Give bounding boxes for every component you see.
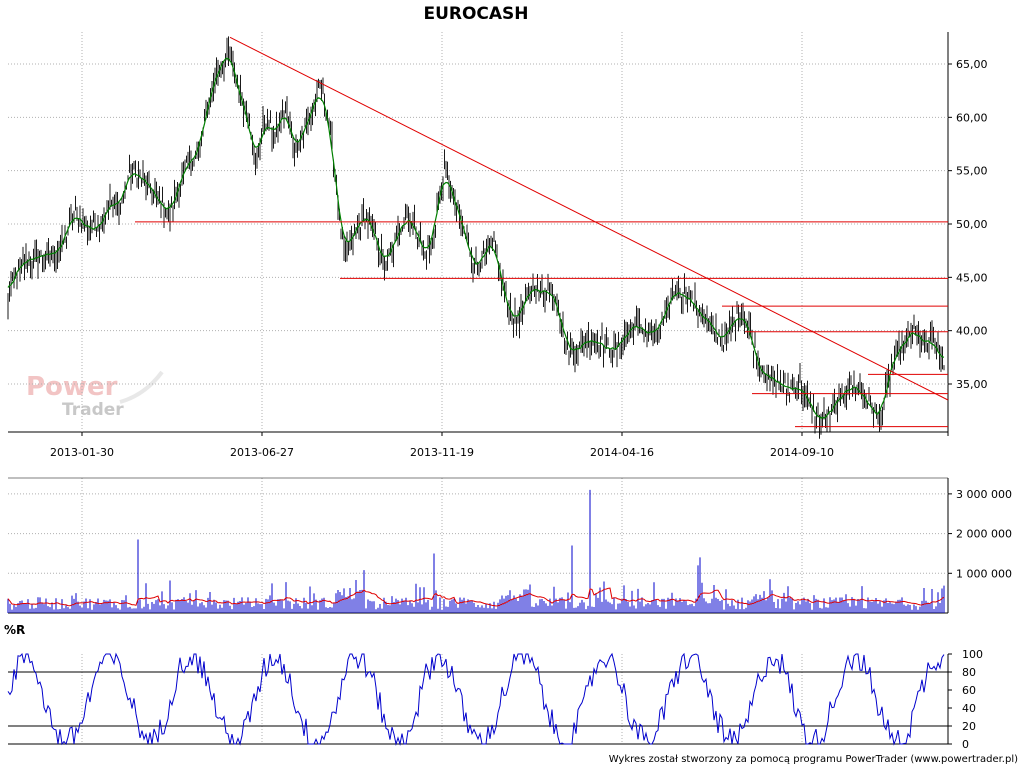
- footer-credit: Wykres został stworzony za pomocą progra…: [609, 754, 1018, 765]
- williams-r-grid: [8, 654, 949, 745]
- williams-r-y-tick-label: 40: [962, 702, 976, 715]
- volume-y-tick-label: 2 000 000: [956, 528, 1012, 541]
- williams-r-y-tick-label: 20: [962, 720, 976, 733]
- watermark-trader: Trader: [62, 400, 124, 420]
- volume-moving-average: [7, 587, 945, 607]
- price-y-tick-label: 65,00: [956, 58, 988, 71]
- williams-r-y-tick-label: 100: [962, 648, 983, 661]
- price-x-tick-label: 2013-06-27: [230, 446, 294, 459]
- volume-y-tick-label: 1 000 000: [956, 567, 1012, 580]
- price-y-tick-label: 60,00: [956, 111, 988, 124]
- price-x-tick-label: 2014-09-10: [770, 446, 834, 459]
- price-y-tick-label: 40,00: [956, 325, 988, 338]
- volume-bars: [7, 489, 945, 613]
- williams-r-label: %R: [4, 623, 25, 637]
- volume-y-tick-label: 3 000 000: [956, 488, 1012, 501]
- chart-title: EUROCASH: [423, 4, 528, 24]
- powertrader-watermark: Power Trader: [26, 370, 164, 420]
- price-y-axis: 35,00 40,00 45,00 50,00 55,00 60,00 65,00: [948, 58, 988, 391]
- price-y-tick-label: 50,00: [956, 218, 988, 231]
- watermark-swoosh: [119, 370, 164, 404]
- williams-r-panel: %R 0 20 40 60 80 100: [4, 623, 983, 751]
- price-x-tick-label: 2013-01-30: [50, 446, 114, 459]
- williams-r-y-axis: 0 20 40 60 80 100: [948, 648, 983, 751]
- williams-r-y-tick-label: 80: [962, 666, 976, 679]
- williams-r-line: [7, 652, 945, 746]
- price-trend-lines: [135, 36, 949, 428]
- price-x-axis: 2013-01-30 2013-06-27 2013-11-19 2014-04-16…: [50, 432, 834, 459]
- price-y-tick-label: 45,00: [956, 271, 988, 284]
- volume-y-axis: 1 000 000 2 000 000 3 000 000: [948, 488, 1012, 580]
- price-y-tick-label: 55,00: [956, 165, 988, 178]
- price-x-tick-label: 2013-11-19: [410, 446, 474, 459]
- williams-r-y-tick-label: 0: [962, 738, 969, 751]
- watermark-power: Power: [26, 372, 118, 402]
- price-x-tick-label: 2014-04-16: [590, 446, 654, 459]
- williams-r-reference-lines: [8, 671, 948, 727]
- williams-r-y-tick-label: 60: [962, 684, 976, 697]
- trend-line: [229, 36, 949, 401]
- price-smoothed-line: [7, 57, 945, 420]
- price-panel: 35,00 40,00 45,00 50,00 55,00 60,00 65,00 2013…: [7, 32, 988, 744]
- price-y-tick-label: 35,00: [956, 378, 988, 391]
- volume-panel: 1 000 000 2 000 000 3 000 000: [7, 477, 1012, 614]
